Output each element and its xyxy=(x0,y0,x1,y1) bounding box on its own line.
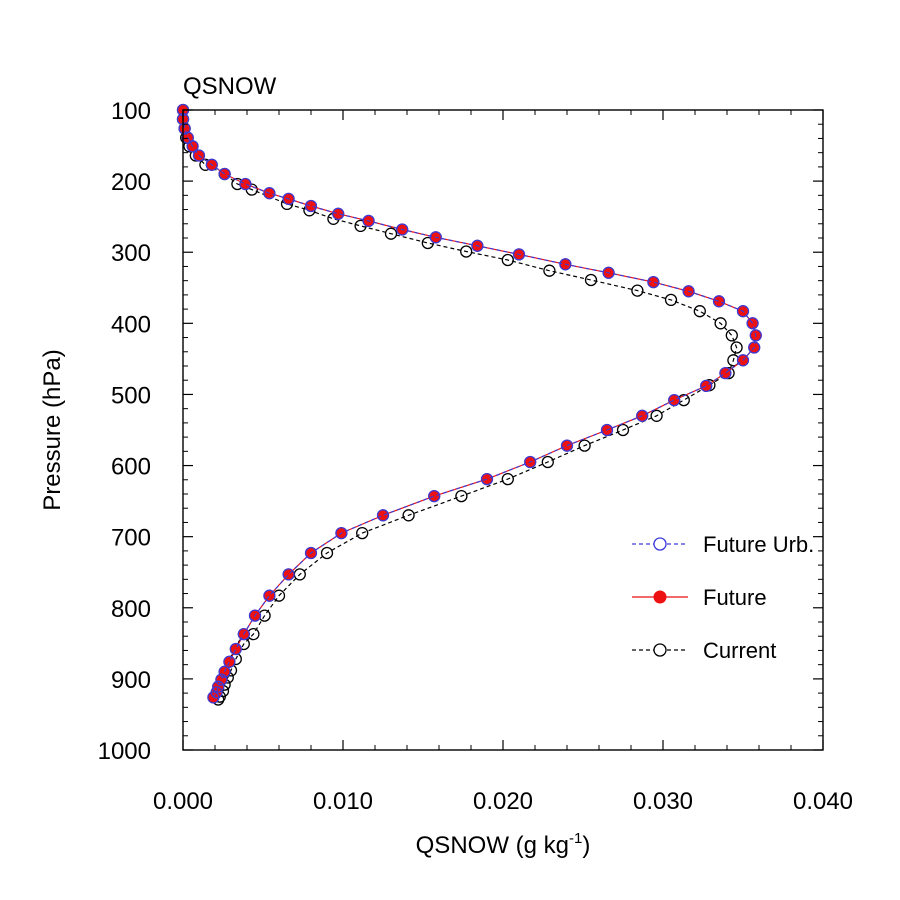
data-point-current xyxy=(584,273,598,287)
y-tick-label: 800 xyxy=(111,596,151,623)
data-point-future-urb xyxy=(749,329,762,342)
data-point-future-urb xyxy=(215,673,228,686)
data-point-future-urb xyxy=(218,665,231,678)
data-point-future-urb xyxy=(212,680,225,693)
legend-marker-future-urb xyxy=(653,537,667,551)
data-point-current xyxy=(631,284,644,297)
data-point-current xyxy=(455,489,468,503)
y-tick-label: 700 xyxy=(111,525,151,552)
data-point-current xyxy=(616,423,630,437)
data-point-future-urb xyxy=(746,317,759,330)
data-point-current xyxy=(320,546,334,560)
data-point-future-urb xyxy=(736,354,750,367)
legend-label-future-urb: Future Urb. xyxy=(703,532,814,557)
data-point-future-urb xyxy=(218,167,231,181)
data-point-future-urb xyxy=(192,149,206,162)
y-tick-label: 400 xyxy=(111,311,151,338)
data-point-current xyxy=(725,329,738,342)
data-point-future-urb xyxy=(335,526,348,540)
data-point-future-urb xyxy=(205,158,218,171)
data-point-future-urb xyxy=(428,489,441,503)
data-point-future-urb xyxy=(636,409,649,422)
data-point-future-urb xyxy=(559,258,572,271)
data-point-future-urb xyxy=(480,472,494,486)
data-point-future-urb xyxy=(186,140,199,153)
data-point-future-urb xyxy=(362,214,375,228)
legend-marker-future xyxy=(653,590,667,604)
y-tick-label: 600 xyxy=(111,454,151,481)
data-point-future-urb xyxy=(332,207,345,220)
data-point-future-urb xyxy=(282,568,295,581)
data-point-current xyxy=(714,317,727,330)
y-tick-label: 900 xyxy=(111,667,151,694)
x-axis-title: QSNOW (g kg-1) xyxy=(416,830,591,859)
data-point-current xyxy=(356,526,369,540)
data-point-future-urb xyxy=(600,423,614,437)
y-tick-label: 200 xyxy=(111,169,151,196)
y-tick-label: 100 xyxy=(111,98,151,125)
series-line-current xyxy=(182,110,738,700)
data-point-future-urb xyxy=(712,295,726,308)
data-point-current xyxy=(693,305,706,318)
data-point-current xyxy=(460,245,473,258)
data-point-future-urb xyxy=(376,509,390,522)
data-point-future-urb xyxy=(524,455,537,469)
data-point-current xyxy=(730,341,743,354)
legend: Future Urb. Future Current xyxy=(632,532,814,663)
data-point-future-urb xyxy=(229,642,242,656)
data-point-future-urb xyxy=(471,239,484,252)
data-point-future-urb xyxy=(682,285,695,298)
chart-title: QSNOW xyxy=(183,73,277,100)
data-point-future-urb xyxy=(748,341,761,354)
data-point-future-urb xyxy=(602,266,615,279)
data-point-future-urb xyxy=(282,192,295,206)
data-point-future-urb xyxy=(304,199,318,213)
data-point-current xyxy=(402,509,415,522)
data-point-current xyxy=(664,293,678,307)
data-point-future-urb xyxy=(647,275,660,289)
data-point-current xyxy=(543,264,556,277)
data-point-future-urb xyxy=(429,231,442,244)
data-point-future-urb xyxy=(239,177,252,191)
data-point-future-urb xyxy=(237,627,250,641)
plot-frame xyxy=(182,109,824,751)
data-point-future-urb xyxy=(263,187,276,200)
data-point-current xyxy=(421,236,434,250)
y-tick-label: 500 xyxy=(111,382,151,409)
data-point-current xyxy=(384,227,398,240)
data-point-future-urb xyxy=(263,589,276,602)
legend-label-future: Future xyxy=(703,585,767,610)
x-tick-label: 0.000 xyxy=(153,788,213,815)
data-point-future-urb xyxy=(668,393,681,407)
data-point-future-urb xyxy=(248,609,262,622)
legend-marker-current xyxy=(653,643,667,657)
data-point-future-urb xyxy=(736,305,750,318)
data-point-future-urb xyxy=(719,366,732,380)
x-tick-label: 0.020 xyxy=(473,788,533,815)
data-point-future-urb xyxy=(304,546,318,560)
y-tick-label: 1000 xyxy=(98,738,151,765)
data-point-future-urb xyxy=(207,691,220,704)
legend-label-current: Current xyxy=(703,638,776,663)
x-tick-label: 0.040 xyxy=(793,788,853,815)
y-axis-title: Pressure (hPa) xyxy=(39,349,66,510)
data-point-current xyxy=(650,409,663,422)
x-tick-label: 0.010 xyxy=(313,788,373,815)
data-point-current xyxy=(578,439,591,452)
x-tick-label: 0.030 xyxy=(633,788,693,815)
data-point-future-urb xyxy=(512,248,526,261)
data-point-current xyxy=(501,472,514,486)
data-point-future-urb xyxy=(700,379,713,393)
y-tick-label: 300 xyxy=(111,240,151,267)
data-point-current xyxy=(501,253,514,267)
data-point-current xyxy=(541,455,554,469)
data-point-future-urb xyxy=(223,655,236,668)
data-point-future-urb xyxy=(396,223,409,236)
series-line-future-urb xyxy=(182,110,757,698)
data-point-future-urb xyxy=(560,439,574,452)
